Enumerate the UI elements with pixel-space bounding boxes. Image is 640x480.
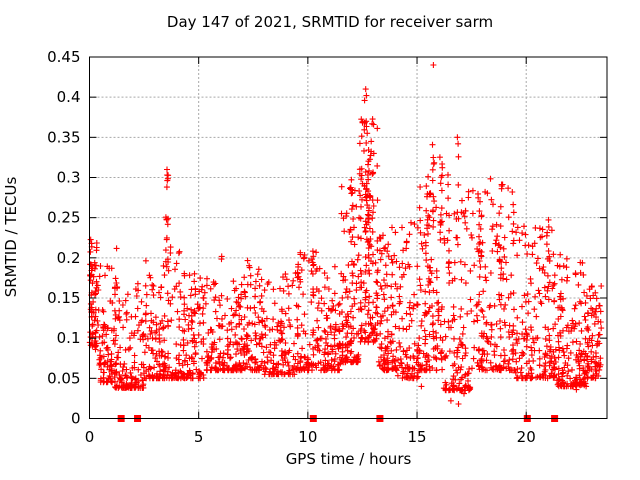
x-tick-labels: 0 5 10 15 20 xyxy=(85,428,536,446)
y-tick-label: 0.05 xyxy=(47,369,80,387)
plot-border xyxy=(89,56,608,419)
y-axis-label: SRMTID / TECUs xyxy=(2,176,20,298)
y-tick-labels: 0 0.05 0.1 0.15 0.2 0.25 0.3 0.35 0.4 0.45 xyxy=(47,48,80,428)
x-tick-label: 5 xyxy=(194,428,204,446)
chart-title: Day 147 of 2021, SRMTID for receiver sar… xyxy=(166,13,494,31)
y-tick-label: 0.4 xyxy=(57,88,81,106)
y-tick-label: 0.35 xyxy=(47,128,80,146)
y-tick-label: 0.1 xyxy=(57,329,81,347)
y-tick-label: 0.15 xyxy=(47,289,80,307)
y-tick-label: 0.25 xyxy=(47,209,80,227)
scatter-points xyxy=(86,62,605,407)
x-tick-label: 15 xyxy=(407,428,426,446)
y-tick-label: 0 xyxy=(71,410,81,428)
x-axis-label: GPS time / hours xyxy=(285,450,412,468)
x-tick-label: 20 xyxy=(517,428,536,446)
y-tick-label: 0.45 xyxy=(47,48,80,66)
y-tick-label: 0.3 xyxy=(57,169,81,187)
x-tick-label: 0 xyxy=(85,428,95,446)
x-tick-label: 10 xyxy=(298,428,317,446)
y-tick-label: 0.2 xyxy=(57,249,81,267)
